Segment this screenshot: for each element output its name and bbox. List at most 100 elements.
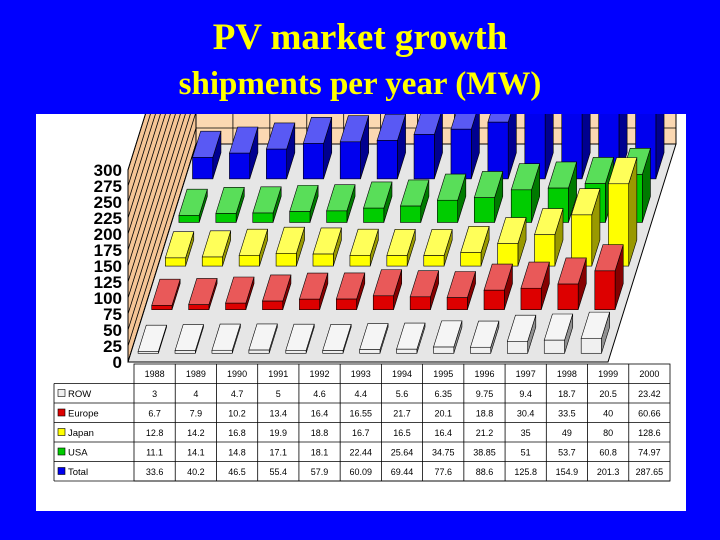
bar-front (289, 211, 311, 223)
bar-front (400, 205, 422, 223)
data-label: 20.5 (599, 389, 617, 399)
bar-europe-1999 (557, 257, 587, 310)
bar-usa-1991 (289, 185, 319, 223)
data-label: 57.9 (311, 467, 329, 477)
bar-usa-1989 (215, 186, 245, 223)
chart-subtitle: shipments per year (MW) (178, 66, 542, 102)
chart-panel: 0 25 50 75 100 125 150 175 200 225 250 275 300 1988 19… (36, 114, 686, 511)
bar-front (594, 270, 616, 310)
y-tick-label: 250 (94, 193, 122, 212)
bar-front (543, 339, 565, 354)
bar-europe-1998 (520, 261, 550, 310)
x-tick-label: 1995 (433, 369, 453, 379)
bar-row-2000 (580, 311, 611, 354)
bar-japan-1996 (460, 226, 490, 267)
bar-row-1992 (285, 323, 315, 354)
bar-front (275, 253, 297, 267)
data-label: 30.4 (517, 409, 535, 419)
bar-front (433, 346, 455, 354)
data-label: 18.8 (311, 428, 329, 438)
data-label: 49 (562, 428, 572, 438)
bar-usa-1990 (252, 186, 282, 223)
x-tick-label: 1989 (186, 369, 206, 379)
bar-front (302, 143, 324, 180)
data-label: 22.44 (350, 448, 373, 458)
chart-title: PV market growth (212, 17, 508, 58)
data-label: 38.85 (473, 448, 496, 458)
bar-europe-1996 (446, 271, 476, 310)
bar-front (473, 197, 495, 223)
bar-total-1995 (450, 114, 480, 180)
bar-row-1999 (543, 313, 574, 354)
bar-front (359, 349, 381, 354)
bar-row-1989 (174, 324, 204, 354)
bar-japan-1997 (497, 217, 527, 267)
bar-total-1993 (376, 114, 406, 180)
bar-front (580, 337, 602, 354)
legend-swatch-japan (57, 428, 66, 436)
data-label: 14.2 (187, 428, 205, 438)
bar-europe-1990 (225, 276, 255, 310)
y-tick-label: 225 (94, 209, 122, 228)
legend-swatch-total (57, 467, 66, 475)
data-label: 6.7 (148, 409, 161, 419)
data-label: 10.2 (228, 409, 246, 419)
bar-front (470, 346, 492, 354)
bar-front (483, 289, 505, 310)
bar-front (262, 300, 284, 310)
bar-japan-1998 (534, 208, 564, 267)
data-label: 16.4 (434, 428, 452, 438)
data-label: 51 (521, 448, 531, 458)
data-label: 11.1 (146, 448, 163, 458)
bar-japan-1992 (312, 227, 342, 267)
y-tick-label: 300 (94, 161, 122, 180)
bar-front (336, 298, 357, 310)
legend-label-europe: Europe (68, 409, 99, 420)
data-label: 18.7 (558, 389, 576, 399)
bar-front (507, 341, 528, 354)
gridline (127, 114, 186, 299)
x-tick-label: 1992 (310, 369, 330, 379)
data-label: 80 (603, 428, 613, 438)
bar-europe-1991 (262, 274, 292, 310)
x-tick-label: 1999 (598, 369, 618, 379)
bar-front (363, 207, 385, 223)
data-label: 88.6 (476, 467, 494, 477)
data-label: 16.4 (311, 409, 329, 419)
bar-front (557, 283, 579, 310)
bar-total-1994 (413, 114, 443, 180)
data-label: 25.64 (391, 448, 414, 458)
legend-label-japan: Japan (68, 428, 94, 439)
data-label: 9.4 (519, 389, 532, 399)
data-table: 1988 1989 1990 1991 1992 1993 1994 1995 1996 1997… (53, 363, 671, 482)
data-label: 16.8 (228, 428, 246, 438)
bars (137, 114, 665, 354)
bar-front (137, 351, 159, 354)
x-tick-label: 1991 (268, 369, 288, 379)
bar-front (266, 148, 287, 180)
bar-japan-1990 (238, 228, 269, 267)
y-tick-label: 0 (113, 353, 122, 372)
data-label: 154.9 (556, 467, 579, 477)
bar-japan-1994 (386, 229, 416, 267)
gridline (127, 114, 156, 203)
data-label: 55.4 (270, 467, 288, 477)
bar-front (396, 348, 418, 354)
x-tick-label: 1988 (145, 369, 165, 379)
y-tick-label: 175 (94, 241, 122, 260)
bar-front (312, 253, 334, 267)
bar-europe-1988 (151, 278, 181, 310)
x-tick-label: 1997 (516, 369, 536, 379)
y-tick-label: 50 (103, 321, 122, 340)
bar-total-1990 (265, 122, 296, 180)
bar-front (188, 304, 210, 310)
bar-front (534, 234, 556, 267)
bar-europe-2000 (594, 244, 624, 310)
bar-front (178, 215, 200, 223)
bar-front (349, 255, 371, 267)
bar-japan-2000 (607, 157, 638, 267)
x-tick-label: 1998 (557, 369, 577, 379)
gridline (127, 114, 176, 267)
legend-label-row: ROW (68, 389, 91, 400)
